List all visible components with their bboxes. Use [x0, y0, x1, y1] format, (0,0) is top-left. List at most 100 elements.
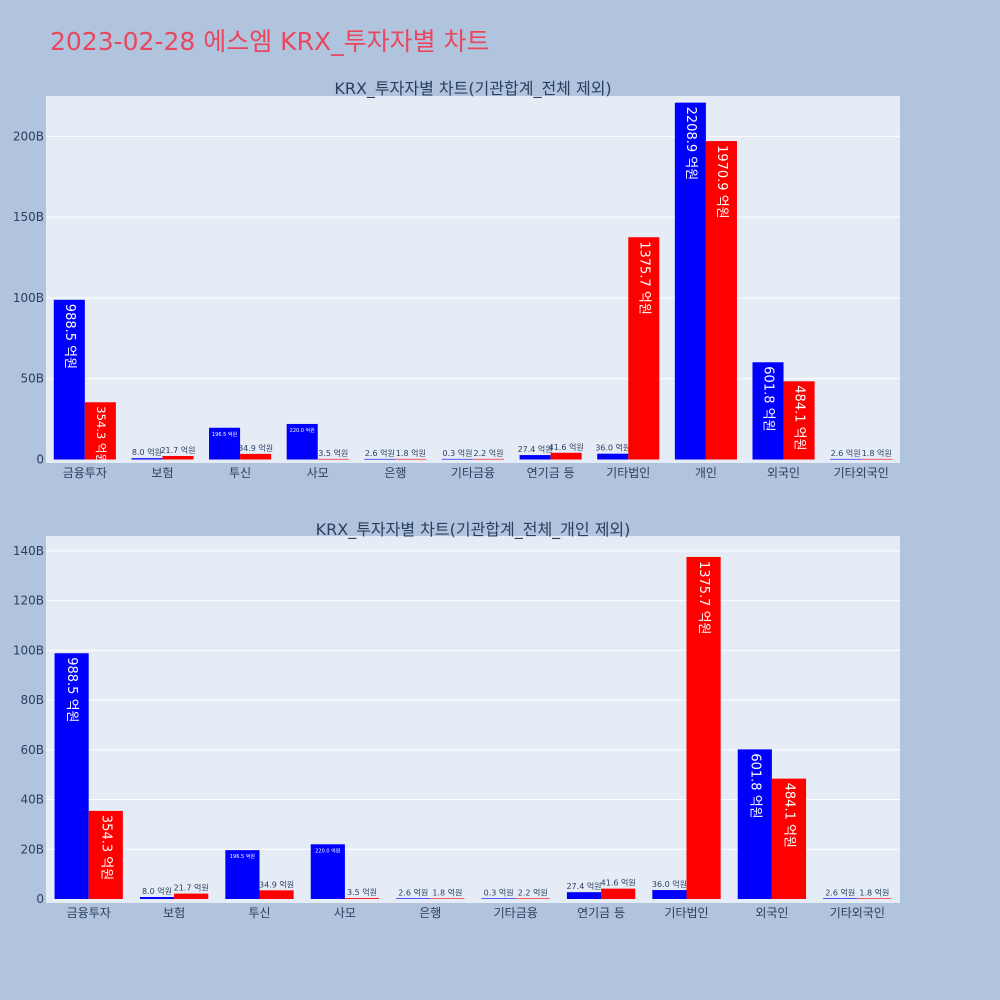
x-tick-label: 금융투자 — [67, 906, 111, 920]
bar — [430, 898, 465, 899]
bar — [752, 362, 784, 460]
bar — [317, 458, 349, 460]
y-tick-label: 0 — [36, 453, 44, 467]
y-tick-label: 120B — [13, 594, 44, 608]
x-tick-label: 사모 — [334, 906, 356, 920]
bar — [395, 458, 427, 460]
bar — [240, 453, 272, 460]
x-tick-label: 보험 — [151, 466, 173, 480]
bar — [364, 458, 396, 460]
data-label: 2.2 억원 — [518, 887, 548, 897]
y-tick-label: 100B — [13, 291, 44, 305]
x-tick-label: 은행 — [384, 465, 406, 480]
x-tick-label: 기타금융 — [451, 466, 495, 480]
bar — [286, 423, 318, 460]
data-label: 2.6 억원 — [825, 887, 855, 897]
data-label: 2.6 억원 — [365, 448, 395, 458]
bar — [481, 898, 516, 899]
y-tick-label: 20B — [20, 842, 44, 856]
bar — [771, 778, 807, 899]
bar — [88, 810, 123, 899]
data-label: 21.7 억원 — [160, 445, 195, 455]
data-label: 988.5 억원 — [64, 657, 79, 722]
x-tick-label: 기타외국인 — [834, 466, 889, 480]
bar — [823, 898, 858, 899]
data-label: 21.7 억원 — [174, 883, 209, 893]
data-label: 1.8 억원 — [396, 448, 426, 458]
data-label: 27.4 억원 — [566, 881, 601, 891]
bar — [566, 892, 602, 899]
bar — [705, 141, 737, 460]
data-label: 484.1 억원 — [781, 783, 796, 848]
data-label: 36.0 억원 — [595, 443, 630, 453]
data-label: 484.1 억원 — [792, 385, 807, 450]
bar — [174, 893, 209, 899]
bar — [737, 749, 772, 899]
y-tick-label: 0 — [36, 892, 44, 906]
bar — [84, 402, 116, 460]
x-tick-label: 투신 — [229, 466, 251, 480]
bar — [519, 455, 551, 460]
data-label: 1.8 억원 — [432, 887, 462, 897]
data-label: 34.9 억원 — [238, 443, 273, 453]
y-tick-label: 60B — [20, 743, 44, 757]
bar — [54, 653, 89, 899]
x-tick-label: 기타외국인 — [830, 906, 885, 920]
bar — [550, 452, 582, 460]
x-tick-label: 기타법인 — [606, 466, 650, 480]
x-tick-label: 기타법인 — [664, 906, 708, 920]
chart-2: 0 20B 40B 60B 80B 100B 120B 140B KRX_투자자별 차트(기관합… — [13, 520, 900, 920]
x-tick-label: 외국인 — [755, 906, 788, 920]
data-label: 601.8 억원 — [747, 753, 762, 818]
bar — [162, 455, 194, 460]
x-tick-label: 보험 — [163, 906, 185, 920]
data-label: 220.0 억원 — [315, 847, 341, 854]
data-label: 0.3 억원 — [484, 887, 514, 897]
x-tick-label: 사모 — [307, 466, 329, 480]
data-label: 1375.7 억원 — [636, 241, 651, 315]
data-label: 8.0 억원 — [132, 447, 162, 457]
bar — [209, 427, 241, 460]
x-tick-label: 금융투자 — [63, 466, 107, 480]
x-tick-label: 투신 — [248, 906, 270, 920]
data-label: 1970.9 억원 — [714, 145, 729, 219]
chart-title: KRX_투자자별 차트(기관합계_전체 제외) — [334, 79, 611, 99]
data-label: 27.4 억원 — [518, 444, 553, 454]
data-label: 2.6 억원 — [831, 448, 861, 458]
bar — [686, 556, 721, 899]
bar — [259, 890, 294, 899]
bar — [674, 102, 706, 460]
data-label: 3.5 억원 — [347, 887, 377, 897]
x-tick-label: 개인 — [695, 466, 717, 480]
bar — [783, 381, 815, 460]
bar — [652, 890, 687, 899]
bar — [139, 897, 175, 899]
bar — [857, 898, 892, 899]
data-label: 988.5 억원 — [62, 304, 77, 369]
bar — [225, 850, 260, 899]
data-label: 41.6 억원 — [601, 878, 636, 888]
data-label: 41.6 억원 — [549, 442, 584, 452]
bar — [344, 898, 380, 899]
bar — [441, 458, 473, 460]
bar — [53, 299, 85, 460]
data-label: 196.5 억원 — [212, 431, 238, 438]
data-label: 354.3 억원 — [94, 406, 108, 464]
data-label: 1.8 억원 — [862, 448, 892, 458]
x-tick-label: 외국인 — [767, 466, 800, 480]
x-tick-label: 기타금융 — [494, 906, 538, 920]
data-label: 220.0 억원 — [290, 427, 316, 434]
x-tick-label: 연기금 등 — [577, 906, 625, 920]
data-label: 0.3 억원 — [442, 448, 472, 458]
bar — [601, 888, 636, 899]
x-tick-label: 은행 — [419, 905, 441, 920]
data-label: 601.8 억원 — [761, 366, 776, 431]
bar — [515, 898, 550, 899]
y-tick-label: 140B — [13, 544, 44, 558]
data-label: 2.6 억원 — [398, 887, 428, 897]
bar — [628, 237, 660, 460]
data-label: 3.5 억원 — [318, 448, 348, 458]
bar — [310, 844, 345, 899]
data-label: 1375.7 억원 — [696, 561, 711, 635]
